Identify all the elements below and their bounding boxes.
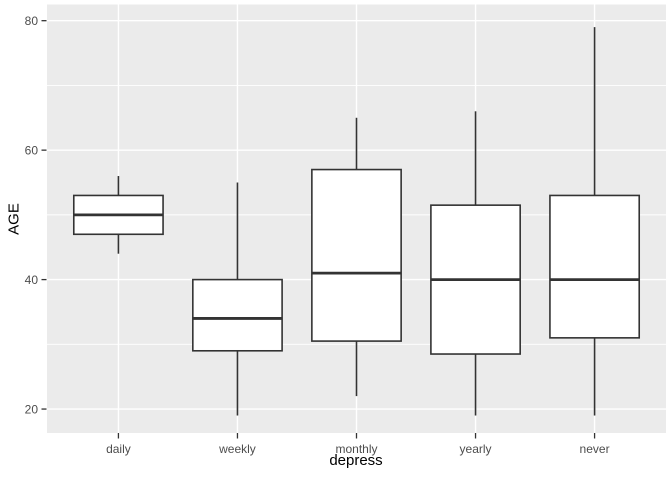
boxplot-never: [549, 27, 641, 416]
y-tick-label: 20: [25, 402, 39, 416]
boxplot-yearly: [430, 111, 521, 416]
boxplot-weekly: [192, 182, 283, 416]
x-tick-label: weekly: [218, 442, 256, 456]
y-axis-title: AGE: [5, 203, 23, 235]
x-tick-label: never: [580, 442, 610, 456]
y-tick-label: 60: [25, 143, 39, 157]
x-tick-label: daily: [106, 442, 131, 456]
y-tick-label: 40: [25, 273, 39, 287]
x-axis-title: depress: [329, 452, 383, 469]
boxplot-monthly: [311, 117, 402, 397]
box-rect: [311, 168, 402, 342]
box-rect: [549, 194, 641, 339]
box-rect: [192, 278, 283, 352]
x-tick-label: monthly: [335, 442, 377, 456]
boxplot-daily: [72, 176, 164, 254]
y-tick-label: 80: [25, 14, 39, 28]
x-tick-label: yearly: [460, 442, 492, 456]
